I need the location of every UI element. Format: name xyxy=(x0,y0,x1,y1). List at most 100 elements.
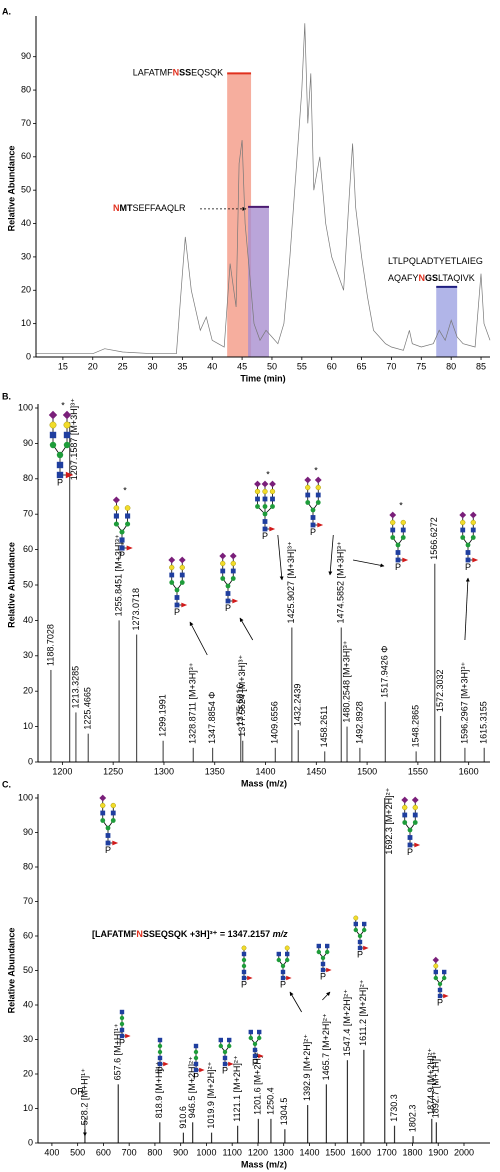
annotation-part: LTAQIVK xyxy=(438,273,475,283)
glycan-phosphate: P xyxy=(157,1066,163,1076)
annotation-part: LTLPQLADTYETLAIEG xyxy=(388,256,483,266)
x-tick-label: 25 xyxy=(118,361,128,371)
glycan-sialic xyxy=(432,956,439,964)
y-axis-title: Relative Abundance xyxy=(6,542,16,628)
glycan-phosphate: P xyxy=(320,972,326,982)
y-tick-label: 50 xyxy=(23,965,33,975)
peak-label: 1802.3 xyxy=(407,1105,417,1133)
glycan-square xyxy=(157,1055,163,1061)
glycan-galactose xyxy=(63,421,71,429)
x-tick-label: 20 xyxy=(88,361,98,371)
peak-label: 910.6 xyxy=(178,1106,188,1129)
peak-label: 1250.4 xyxy=(265,1087,275,1115)
asterisk: * xyxy=(399,500,403,510)
glycan-mannose xyxy=(357,933,363,939)
y-tick-label: 20 xyxy=(23,1068,33,1078)
glycan-square xyxy=(402,812,408,818)
y-tick-label: 100 xyxy=(18,402,33,412)
glycan-mannose xyxy=(157,1049,163,1055)
glycan-square xyxy=(460,527,466,533)
glycan-square xyxy=(270,496,275,502)
glycan-mannose xyxy=(119,1021,125,1027)
glycan-fucose xyxy=(443,993,449,999)
glycan-mannose xyxy=(353,927,358,933)
glycan-fucose xyxy=(228,1061,234,1067)
glycan-phosphate: P xyxy=(119,550,125,560)
glycan-galactose xyxy=(241,945,247,951)
glycan-fucose xyxy=(181,602,188,608)
panel-label: B. xyxy=(2,391,11,401)
glycan-square xyxy=(252,1047,258,1053)
glycan-square xyxy=(280,975,286,981)
glycan-fucose xyxy=(402,557,409,563)
y-tick-label: 100 xyxy=(18,792,33,802)
glycan-square xyxy=(320,967,326,973)
glycan-phosphate: P xyxy=(57,478,63,488)
glycan-sialic xyxy=(459,511,467,519)
x-tick-label: 15 xyxy=(58,361,68,371)
glycan-mannose xyxy=(174,587,180,593)
arrow xyxy=(322,991,331,1001)
glycan-galactose xyxy=(169,564,175,571)
peak-label: 946.5 [M+2H]²⁺ xyxy=(187,1056,197,1118)
x-tick-label: 1900 xyxy=(428,1147,448,1157)
glycan-square xyxy=(63,431,71,439)
peak-label: 528.2 [M+H]¹⁺ xyxy=(79,1068,89,1125)
annotation-part: N xyxy=(113,203,120,213)
glycan-sialic xyxy=(229,552,237,560)
y-tick-label: 20 xyxy=(21,285,31,295)
x-tick-label: 55 xyxy=(297,361,307,371)
glycan-galactose xyxy=(353,915,359,921)
y-tick-label: 90 xyxy=(23,438,33,448)
x-tick-label: 30 xyxy=(147,361,157,371)
glycan-mannose xyxy=(276,957,281,963)
glycan-square xyxy=(119,1027,125,1033)
annotation-part: GS xyxy=(425,273,438,283)
x-tick-label: 1250 xyxy=(103,766,123,776)
glycan-mannose xyxy=(305,500,311,505)
glycan-mannose xyxy=(325,949,330,955)
glycan-mannose xyxy=(222,1049,228,1055)
glycan-square xyxy=(193,1043,199,1049)
y-tick-label: 80 xyxy=(23,473,33,483)
x-tick-label: 1600 xyxy=(351,1147,371,1157)
annotation-part: N xyxy=(419,273,426,283)
y-axis-title: Relative Abundance xyxy=(6,928,16,1014)
y-tick-label: 40 xyxy=(23,999,33,1009)
y-tick-label: 90 xyxy=(21,51,31,61)
glycan-mannose xyxy=(280,963,286,969)
x-tick-label: 45 xyxy=(237,361,247,371)
y-tick-label: 40 xyxy=(23,615,33,625)
x-axis-title: Time (min) xyxy=(240,373,285,383)
glycan-square xyxy=(316,943,321,949)
glycan-fucose xyxy=(363,945,369,951)
peak-label: 1304.5 xyxy=(279,1098,289,1126)
glycan-square xyxy=(276,951,281,957)
glycan-galactose xyxy=(400,519,406,526)
glycan-mannose xyxy=(412,820,418,825)
glycan-mannose xyxy=(402,820,408,825)
glycan-mannose xyxy=(320,955,326,961)
glycan-mannose xyxy=(390,535,396,540)
glycan-fucose xyxy=(258,1053,264,1059)
glycan-sialic xyxy=(389,511,397,519)
annotation-part: N xyxy=(136,929,143,939)
glycan-galactose xyxy=(49,421,57,429)
glycan-sialic xyxy=(269,480,276,488)
glycan-galactose xyxy=(305,484,311,491)
glycan-fucose xyxy=(269,526,276,532)
peak-label: 1548.2865 xyxy=(411,705,421,748)
glycan-square xyxy=(49,431,57,439)
glycan-mannose xyxy=(119,1015,125,1021)
glycan-mannose xyxy=(400,535,406,540)
peak-label: 1458.2611 xyxy=(319,705,329,747)
x-tick-label: 1500 xyxy=(357,766,377,776)
glycan-galactose xyxy=(433,963,439,969)
glycan-square xyxy=(193,1067,199,1073)
glycan-phosphate: P xyxy=(241,980,247,990)
x-tick-label: 600 xyxy=(96,1147,111,1157)
peak-label: 1517.9426 Φ xyxy=(380,646,390,698)
glycan-sialic xyxy=(112,496,120,504)
x-tick-label: 1200 xyxy=(248,1147,268,1157)
